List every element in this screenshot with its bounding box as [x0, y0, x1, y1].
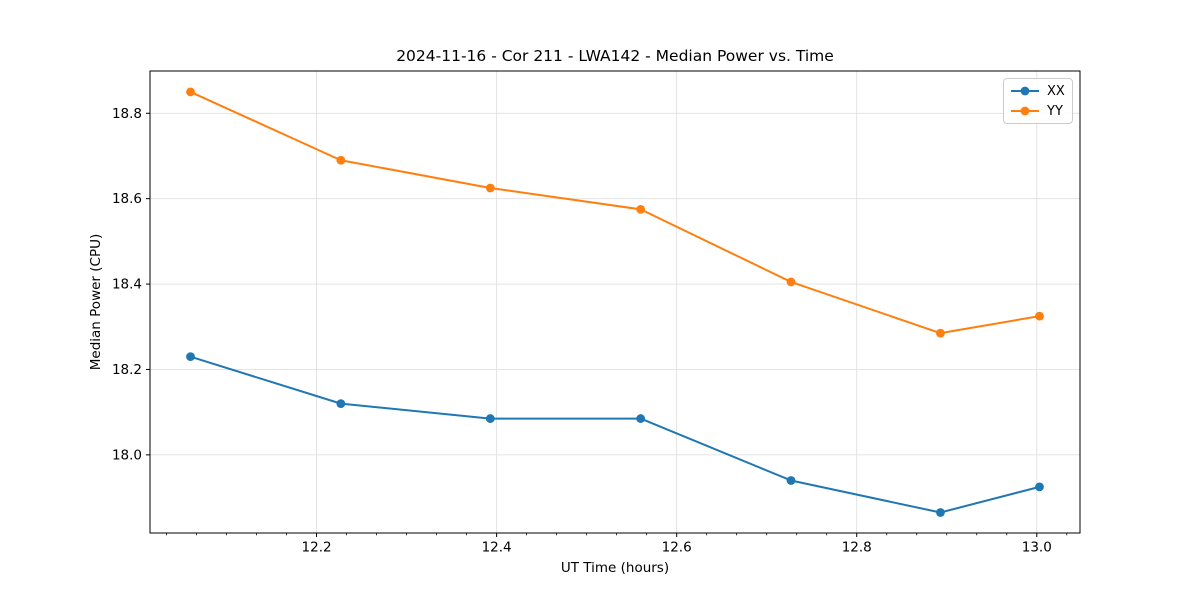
data-point-yy	[936, 328, 945, 338]
data-point-xx	[485, 414, 495, 423]
data-point-xx	[936, 508, 945, 517]
legend-item-yy: YY	[1010, 103, 1072, 119]
x-tick-label: 12.4	[482, 540, 512, 556]
series-line-xx	[189, 355, 1041, 514]
x-tick-label: 13.0	[1022, 540, 1052, 556]
y-tick-label: 18.0	[112, 447, 142, 463]
x-tick-label: 12.2	[302, 540, 332, 556]
legend-label-yy: YY	[1047, 103, 1063, 119]
x-axis-label: UT Time (hours)	[560, 560, 670, 576]
legend-label-xx: XX	[1047, 83, 1065, 99]
legend-line-marker-yy-icon	[1011, 106, 1039, 116]
data-point-yy	[485, 183, 495, 193]
series-line-yy	[189, 90, 1041, 335]
y-tick-label: 18.2	[112, 362, 142, 378]
legend-item-xx: XX	[1010, 83, 1072, 99]
y-tick-label: 18.4	[112, 277, 142, 293]
data-point-xx	[186, 352, 195, 362]
chart-title: 2024-11-16 - Cor 211 - LWA142 - Median P…	[396, 47, 834, 65]
gridlines	[150, 71, 1080, 533]
axis-ticks: 12.2 12.4 12.6 12.8 13.0 18.0 18.2 18.4 18.6 18.8	[112, 106, 1068, 556]
data-point-xx	[786, 476, 796, 485]
data-point-xx	[1035, 482, 1044, 492]
y-axis-label: Median Power (CPU)	[88, 233, 104, 371]
x-tick-label: 12.8	[842, 540, 872, 556]
x-tick-label: 12.6	[662, 540, 692, 556]
legend-line-marker-xx-icon	[1011, 86, 1039, 96]
y-tick-label: 18.6	[112, 191, 142, 207]
y-tick-label: 18.8	[112, 106, 142, 122]
legend: XX YY	[1003, 78, 1073, 124]
data-series	[186, 87, 1044, 517]
plot-border	[149, 70, 1081, 534]
data-point-xx	[636, 414, 646, 423]
data-point-yy	[1035, 311, 1044, 321]
data-point-xx	[336, 399, 346, 409]
data-point-yy	[336, 155, 346, 165]
data-point-yy	[786, 277, 796, 287]
data-point-yy	[636, 204, 646, 214]
data-point-yy	[186, 87, 195, 97]
